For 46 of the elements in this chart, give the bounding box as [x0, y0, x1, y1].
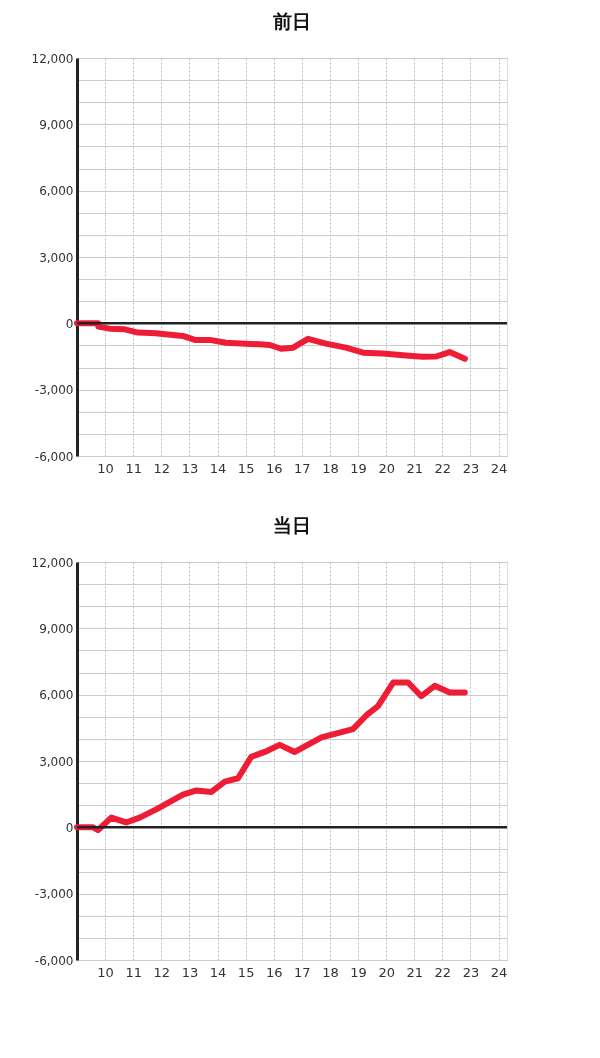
- x-tick-label: 22: [434, 460, 452, 476]
- x-tick-label: 10: [97, 460, 114, 476]
- x-tick-label: 20: [378, 460, 395, 476]
- y-tick-label: 9,000: [39, 117, 74, 132]
- x-tick-label: 20: [378, 964, 395, 980]
- y-tick-label: 12,000: [31, 555, 74, 570]
- x-tick-label: 14: [209, 460, 227, 476]
- x-tick-label: 22: [434, 964, 452, 980]
- y-tick-label: -3,000: [34, 887, 74, 902]
- x-tick-label: 21: [406, 460, 424, 476]
- x-tick-label: 23: [462, 964, 480, 980]
- x-tick-label: 24: [490, 460, 508, 476]
- y-tick-label: 6,000: [39, 184, 74, 199]
- x-tick-label: 17: [294, 964, 311, 980]
- y-tick-label: -3,000: [34, 383, 74, 398]
- y-tick-label: 6,000: [39, 688, 74, 703]
- x-tick-label: 12: [153, 460, 171, 476]
- x-tick-label: 24: [490, 964, 508, 980]
- y-tick-label: 3,000: [39, 754, 74, 769]
- x-tick-label: 17: [294, 460, 311, 476]
- y-tick-label: 12,000: [31, 51, 74, 66]
- x-tick-label: 23: [462, 460, 480, 476]
- x-tick-label: 13: [181, 964, 199, 980]
- y-tick-label: 0: [65, 316, 74, 331]
- x-tick-label: 19: [350, 964, 367, 980]
- y-tick-label: -6,000: [34, 953, 74, 968]
- y-tick-label: 9,000: [39, 621, 74, 636]
- y-tick-label: 3,000: [39, 250, 74, 265]
- x-tick-label: 18: [322, 964, 339, 980]
- x-tick-label: 14: [209, 964, 227, 980]
- x-tick-label: 19: [350, 460, 367, 476]
- x-tick-label: 12: [153, 964, 171, 980]
- x-tick-label: 15: [237, 460, 255, 476]
- x-tick-label: 21: [406, 964, 424, 980]
- y-tick-label: -6,000: [34, 449, 74, 464]
- x-tick-label: 16: [265, 460, 283, 476]
- x-tick-label: 15: [237, 964, 255, 980]
- y-tick-label: 0: [65, 820, 74, 835]
- x-tick-label: 16: [265, 964, 283, 980]
- x-tick-label: 11: [125, 964, 142, 980]
- x-tick-label: 10: [97, 964, 114, 980]
- chart-title: 前日: [272, 10, 311, 32]
- chart-title: 当日: [273, 514, 311, 536]
- x-tick-label: 18: [322, 460, 339, 476]
- x-tick-label: 11: [125, 460, 142, 476]
- x-tick-label: 13: [181, 460, 199, 476]
